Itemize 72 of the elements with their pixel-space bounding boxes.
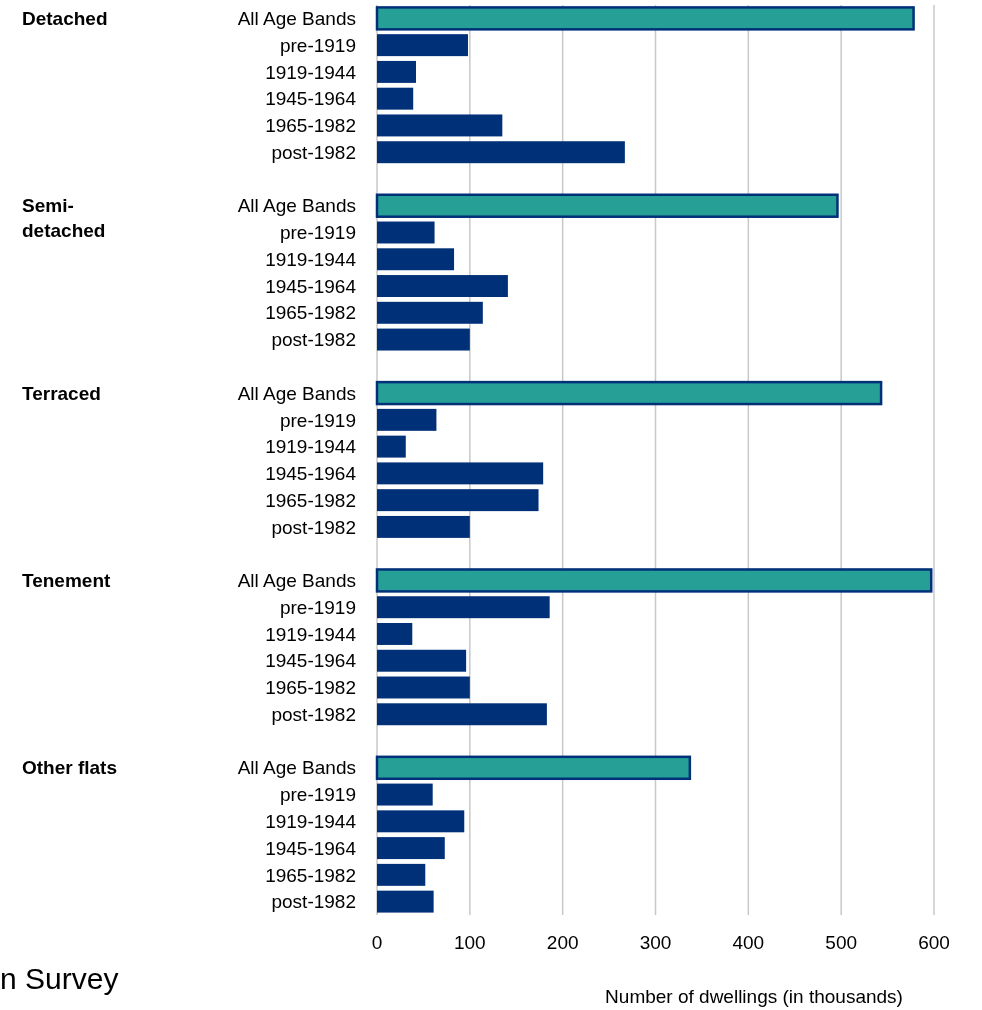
y-tick-label: 1945-1964 xyxy=(265,837,357,859)
y-tick-label: 1965-1982 xyxy=(265,489,356,511)
bar xyxy=(377,221,435,244)
bar xyxy=(377,141,625,164)
x-tick-label: 500 xyxy=(825,931,858,953)
bar xyxy=(375,6,915,31)
text: Tenement xyxy=(22,570,111,592)
bar xyxy=(377,114,503,137)
bar xyxy=(377,676,470,699)
y-tick-label: All Age Bands xyxy=(237,570,356,592)
bar xyxy=(377,301,483,324)
text: Semi-detached xyxy=(22,195,106,242)
y-tick-label: 1965-1982 xyxy=(265,677,356,699)
bar xyxy=(377,783,433,806)
bar xyxy=(377,408,437,431)
bar xyxy=(377,863,426,886)
bar xyxy=(377,596,550,619)
bar xyxy=(377,623,413,645)
bar xyxy=(377,87,414,110)
bar xyxy=(377,60,416,83)
y-tick-label: 1945-1964 xyxy=(265,650,357,672)
x-tick-label: 200 xyxy=(546,931,579,953)
text: Terraced xyxy=(22,382,101,404)
y-tick-label: All Age Bands xyxy=(237,8,356,30)
bar xyxy=(377,328,470,351)
text: Detached xyxy=(22,8,108,30)
y-tick-label: pre-1919 xyxy=(279,784,356,806)
y-tick-label: 1945-1964 xyxy=(265,463,357,485)
y-tick-label: 1965-1982 xyxy=(265,115,356,137)
bar xyxy=(377,837,445,860)
bar xyxy=(377,810,465,833)
bar xyxy=(377,34,468,57)
x-axis-title: Number of dwellings (in thousands) xyxy=(605,985,903,1007)
y-tick-label: 1965-1982 xyxy=(265,864,356,886)
x-tick-label: 100 xyxy=(453,931,486,953)
y-tick-label: 1919-1944 xyxy=(265,61,357,83)
y-tick-label: 1945-1964 xyxy=(265,88,357,110)
y-tick-label: 1919-1944 xyxy=(265,810,357,832)
bar xyxy=(375,193,839,218)
bar xyxy=(377,515,470,538)
bar xyxy=(377,703,547,726)
bar xyxy=(377,462,544,485)
y-tick-label: post-1982 xyxy=(271,329,356,351)
y-tick-label: 1945-1964 xyxy=(265,275,357,297)
y-tick-label: pre-1919 xyxy=(279,222,356,244)
y-tick-label: post-1982 xyxy=(271,703,356,725)
y-tick-label: All Age Bands xyxy=(237,195,356,217)
bar xyxy=(377,890,434,913)
bar xyxy=(377,275,508,297)
x-tick-label: 600 xyxy=(918,931,950,953)
text: n Survey xyxy=(0,961,119,995)
y-tick-label: 1965-1982 xyxy=(265,302,356,324)
bar xyxy=(377,248,455,271)
y-tick-label: pre-1919 xyxy=(279,596,356,618)
x-tick-label: 0 xyxy=(371,931,383,953)
y-tick-label: pre-1919 xyxy=(279,409,356,431)
y-tick-label: post-1982 xyxy=(271,516,356,538)
x-tick-label: 300 xyxy=(639,931,672,953)
bar xyxy=(377,435,406,458)
text: Other flats xyxy=(22,757,118,779)
y-tick-label: All Age Bands xyxy=(237,757,356,779)
y-tick-label: 1919-1944 xyxy=(265,436,357,458)
y-tick-label: post-1982 xyxy=(271,141,356,163)
y-tick-label: All Age Bands xyxy=(237,382,356,404)
y-tick-label: post-1982 xyxy=(271,891,356,913)
y-tick-label: pre-1919 xyxy=(279,34,356,56)
y-tick-label: 1919-1944 xyxy=(265,623,357,645)
bar xyxy=(375,568,933,593)
bar xyxy=(377,649,467,672)
y-tick-label: 1919-1944 xyxy=(265,248,357,270)
x-tick-label: 400 xyxy=(732,931,765,953)
bar xyxy=(377,489,539,512)
